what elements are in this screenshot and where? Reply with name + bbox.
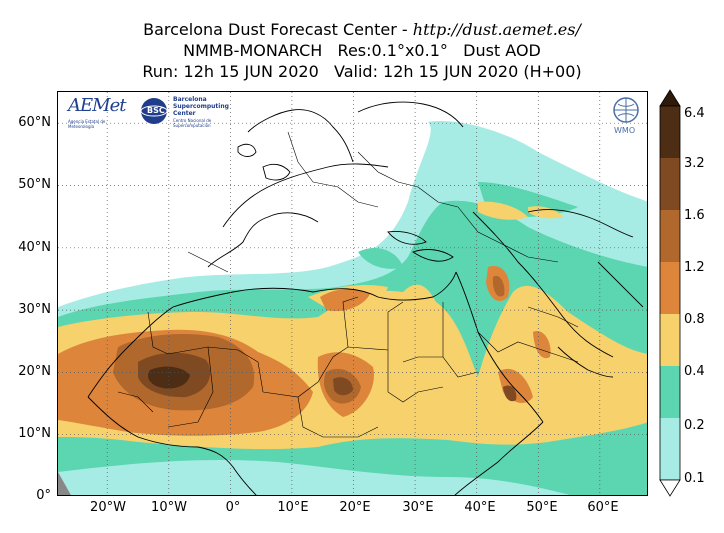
colorbar-over-arrow <box>659 89 681 107</box>
bsc-line3: Center <box>173 110 196 117</box>
lon-tick-40e: 40°E <box>464 500 496 515</box>
bsc-badge-text: BSC <box>147 106 165 115</box>
lon-tick-10w: 10°W <box>151 500 187 515</box>
colorbar-segment-0.4 <box>660 314 680 366</box>
aemet-logo-subtext: Agencia Estatal de Meteorología <box>68 119 106 129</box>
aemet-logo: AEMet Agencia Estatal de Meteorología <box>66 95 132 129</box>
lon-tick-0: 0° <box>225 500 241 515</box>
lat-tick-20: 20°N <box>18 364 51 379</box>
colorbar-segment-3.2 <box>660 106 680 158</box>
wmo-logo: WMO <box>606 94 646 138</box>
lon-tick-20e: 20°E <box>339 500 371 515</box>
lat-tick-60: 60°N <box>18 115 51 130</box>
aemet-logo-text: AEMet <box>68 95 126 116</box>
bsc-line2: Supercomputing <box>173 103 229 110</box>
title-prefix: Barcelona Dust Forecast Center - <box>143 20 413 39</box>
chart-title-line3: Run: 12h 15 JUN 2020 Valid: 12h 15 JUN 2… <box>142 62 582 81</box>
bsc-line4: Centro Nacional de Supercomputación <box>173 118 212 128</box>
colorbar-label-0.1: 0.1 <box>684 471 705 486</box>
colorbar-segment-1.6 <box>660 158 680 210</box>
colorbar-label-1.6: 1.6 <box>684 208 705 223</box>
colorbar-segment-1.2 <box>660 210 680 262</box>
lat-tick-40: 40°N <box>18 240 51 255</box>
colorbar-segment-0.2 <box>660 366 680 418</box>
lat-tick-30: 30°N <box>18 302 51 317</box>
lon-tick-30e: 30°E <box>402 500 434 515</box>
lon-tick-60e: 60°E <box>587 500 619 515</box>
gridlines <box>58 92 647 495</box>
map-panel <box>57 91 648 496</box>
colorbar-label-0.8: 0.8 <box>684 312 705 327</box>
lat-tick-50: 50°N <box>18 177 51 192</box>
dust-aod-map <box>58 92 647 495</box>
colorbar-label-6.4: 6.4 <box>684 106 705 121</box>
wmo-logo-text: WMO <box>614 126 636 135</box>
bsc-line1: Barcelona <box>173 96 207 103</box>
coastlines <box>87 101 644 495</box>
colorbar-segment-0.8 <box>660 262 680 314</box>
colorbar-label-3.2: 3.2 <box>684 156 705 171</box>
colorbar-label-1.2: 1.2 <box>684 260 705 275</box>
title-url: http://dust.aemet.es/ <box>412 20 581 39</box>
lat-tick-0: 0° <box>36 488 51 503</box>
bsc-logo: BSC Barcelona Supercomputing Center Cent… <box>140 96 250 128</box>
bsc-globe-icon <box>140 98 168 124</box>
colorbar-segment-0.1 <box>660 418 680 480</box>
colorbar-label-0.4: 0.4 <box>684 364 705 379</box>
chart-title-line1: Barcelona Dust Forecast Center - http://… <box>0 20 724 40</box>
lon-tick-20w: 20°W <box>90 500 126 515</box>
chart-title-line2: NMMB-MONARCH Res:0.1°x0.1° Dust AOD <box>183 41 541 60</box>
lon-tick-10e: 10°E <box>277 500 309 515</box>
wmo-emblem-icon <box>613 97 639 123</box>
lon-tick-50e: 50°E <box>526 500 558 515</box>
colorbar-label-0.2: 0.2 <box>684 418 705 433</box>
lat-tick-10: 10°N <box>18 426 51 441</box>
colorbar-under-arrow <box>659 479 681 497</box>
colorbar <box>659 89 681 497</box>
